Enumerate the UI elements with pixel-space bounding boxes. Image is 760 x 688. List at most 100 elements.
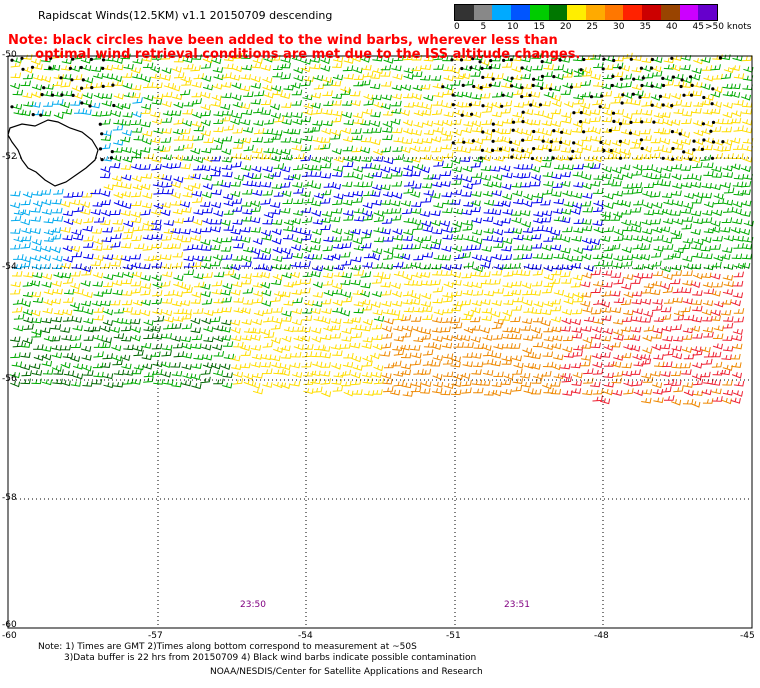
quality-flag-dot [571,149,575,153]
wind-barb [362,181,373,188]
wind-barb [430,174,441,180]
wind-barb [690,74,701,81]
wind-barb [223,124,235,131]
wind-barb [561,278,572,284]
wind-barb [222,372,233,379]
wind-barb [232,219,243,225]
wind-barb [22,92,33,99]
wind-barb [42,369,54,375]
wind-barb [551,343,562,350]
wind-barb [202,362,213,369]
wind-barb [200,239,211,246]
wind-barb [130,67,141,74]
wind-barb [331,93,343,100]
wind-barb [263,331,275,339]
wind-barb [10,288,21,295]
wind-barb [652,304,663,311]
wind-barb [220,289,231,296]
wind-barb [603,361,615,367]
wind-barb [580,360,591,367]
wind-barb [272,256,283,262]
quality-flag-dot [98,147,103,151]
wind-barb [722,102,733,109]
wind-barb [440,181,451,187]
wind-barb [353,269,364,276]
wind-barb [542,171,554,178]
wind-barb [320,137,331,143]
wind-barb [43,84,55,90]
wind-barb [512,112,523,118]
wind-barb [712,235,723,242]
wind-barb [102,281,114,288]
wind-barb [521,221,532,228]
wind-barb [381,372,392,380]
wind-barb [260,361,272,368]
wind-barb [361,242,372,249]
wind-barb [712,73,723,80]
lon-label-60: -60 [2,631,17,641]
wind-barb [451,174,463,180]
wind-barb [460,147,472,154]
wind-barb [633,199,644,206]
wind-barb [501,100,513,107]
wind-barb [560,171,571,178]
wind-barb [213,297,224,304]
wind-barb [292,118,303,125]
wind-barb [360,56,371,63]
wind-barb [510,289,522,296]
wind-barb [260,65,272,72]
wind-barb [380,166,391,173]
wind-barb [293,335,304,342]
wind-barb [502,209,513,215]
wind-barb [213,335,224,342]
wind-barb [393,271,405,277]
quality-flag-dot [471,139,475,143]
wind-barb [533,301,544,308]
wind-barb [280,208,291,214]
wind-barb [161,234,173,241]
wind-barb [41,76,52,83]
wind-barb [471,254,482,261]
wind-barb [173,56,185,63]
wind-barb [502,238,513,245]
wind-barb [113,381,124,388]
wind-barb [622,183,634,189]
legend-tick: 25 [586,22,598,32]
wind-barb [702,281,714,288]
wind-barb [679,243,691,250]
wind-barb [482,334,493,341]
wind-barb [391,282,401,290]
wind-barb [310,200,322,207]
wind-barb [81,365,92,372]
quality-flag-dot [10,58,14,62]
wind-barb [561,376,572,383]
wind-barb [249,217,261,224]
wind-barb [432,100,443,106]
wind-barb [470,178,482,185]
wind-barb [420,368,432,375]
wind-barb [311,210,322,217]
wind-barb [92,281,103,287]
wind-barb [100,142,111,150]
wind-barb [383,248,394,255]
wind-barb [673,314,685,321]
wind-barb [451,322,463,329]
wind-barb [582,337,593,344]
wind-barb [712,333,724,340]
wind-barb [22,191,33,199]
wind-barb [152,333,163,340]
wind-barb [270,54,281,61]
wind-barb [310,238,322,244]
wind-barb [312,108,323,115]
wind-barb [151,290,163,297]
wind-barb [470,161,482,168]
wind-barb [340,310,351,317]
wind-barb [180,284,191,291]
wind-barb [20,378,31,385]
wind-barb [142,82,154,89]
wind-barb [103,81,114,88]
wind-barb [583,126,595,133]
wind-barb [340,291,352,298]
wind-barb [201,175,213,181]
wind-barb [450,389,462,396]
